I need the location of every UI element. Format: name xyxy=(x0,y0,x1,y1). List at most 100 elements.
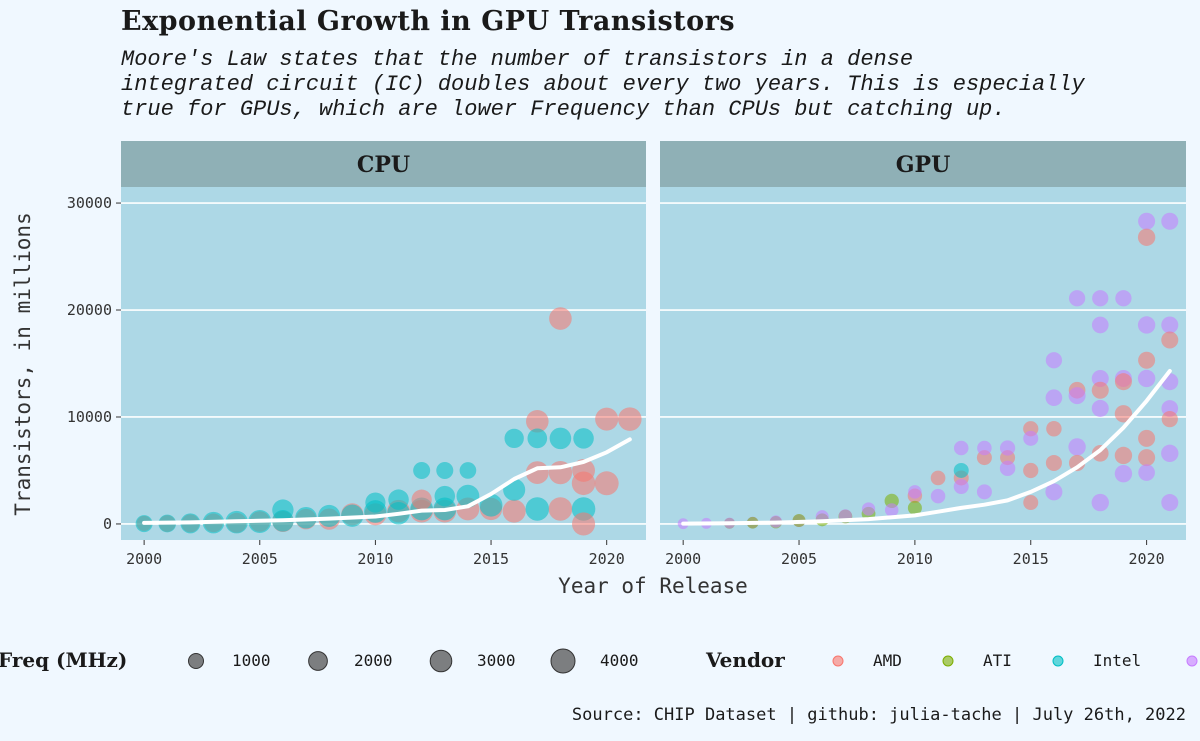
data-point-intel xyxy=(272,499,294,521)
chart-title: Exponential Growth in GPU Transistors xyxy=(121,6,736,37)
y-axis-title: Transistors, in millions xyxy=(11,212,35,515)
data-point-nvidia xyxy=(930,488,946,504)
panel-cpu: CPU 0 10000 20000 30000 2000 2005 2010 2015 2020 xyxy=(67,141,646,568)
data-point-nvidia xyxy=(976,484,992,500)
data-point-amd xyxy=(526,409,549,433)
data-point-amd xyxy=(1091,445,1109,462)
data-point-nvidia xyxy=(908,485,922,499)
x-tick-label: 2000 xyxy=(126,550,162,568)
data-point-nvidia xyxy=(1161,212,1179,230)
data-point-intel xyxy=(436,461,454,479)
x-tick-label: 2015 xyxy=(1013,550,1049,568)
x-tick-label: 2015 xyxy=(473,550,509,568)
size-legend-key-1000 xyxy=(188,653,204,669)
data-point-intel xyxy=(318,504,341,527)
vendor-legend-key-nvidia xyxy=(1186,655,1198,667)
data-point-amd xyxy=(1138,449,1156,467)
x-tick-label: 2000 xyxy=(665,550,701,568)
x-tick-label: 2005 xyxy=(781,550,817,568)
data-point-nvidia xyxy=(1137,316,1156,334)
subtitle-line-1: Moore's Law states that the number of tr… xyxy=(121,47,914,72)
data-point-nvidia xyxy=(861,502,876,516)
data-point-intel xyxy=(388,489,409,510)
data-point-amd xyxy=(1023,462,1039,479)
size-legend-label-1000: 1000 xyxy=(232,651,271,670)
data-point-intel xyxy=(413,461,431,479)
data-point-amd xyxy=(1068,454,1086,472)
data-point-amd xyxy=(1091,381,1109,399)
data-point-nvidia xyxy=(1091,316,1109,334)
data-point-nvidia xyxy=(999,440,1016,456)
data-point-nvidia xyxy=(1068,387,1086,405)
data-point-intel xyxy=(953,462,969,478)
data-point-nvidia xyxy=(1114,464,1133,483)
data-point-amd xyxy=(502,499,526,523)
size-legend-label-2000: 2000 xyxy=(354,651,393,670)
points-layer-gpu xyxy=(677,212,1179,530)
size-legend-key-3000 xyxy=(429,649,453,673)
vendor-legend-label-amd: AMD xyxy=(873,651,902,670)
data-point-nvidia xyxy=(1161,316,1179,334)
data-point-intel xyxy=(573,428,594,449)
size-legend-title: Freq (MHz) xyxy=(0,648,128,672)
data-point-amd xyxy=(595,407,619,431)
trend-line-cpu xyxy=(142,437,632,525)
data-point-nvidia xyxy=(953,479,969,495)
data-point-intel xyxy=(549,427,572,450)
points-layer-cpu xyxy=(135,307,642,536)
data-point-nvidia xyxy=(1138,464,1155,481)
source-caption: Source: CHIP Dataset | github: julia-tac… xyxy=(571,705,1186,725)
data-point-nvidia xyxy=(1138,212,1156,230)
data-point-nvidia xyxy=(1091,493,1109,512)
data-point-amd xyxy=(1114,446,1133,465)
facet-strip-gpu xyxy=(660,141,1186,187)
data-point-amd xyxy=(1046,421,1062,437)
data-point-nvidia xyxy=(977,440,992,456)
data-point-intel xyxy=(525,497,550,521)
data-point-amd xyxy=(1161,331,1179,349)
size-legend-label-3000: 3000 xyxy=(477,651,516,670)
data-point-nvidia xyxy=(1091,399,1109,417)
data-point-intel xyxy=(504,428,524,449)
data-point-intel xyxy=(527,428,548,449)
data-point-nvidia xyxy=(999,460,1016,477)
y-tick-label: 30000 xyxy=(67,194,112,212)
data-point-nvidia xyxy=(1045,483,1063,501)
panel-background-cpu xyxy=(121,187,646,540)
data-point-nvidia xyxy=(1137,369,1156,388)
data-point-intel xyxy=(365,492,386,513)
trend-line-gpu xyxy=(681,369,1172,526)
data-point-intel xyxy=(459,462,477,479)
data-point-amd xyxy=(548,497,573,521)
data-point-intel xyxy=(479,493,503,517)
data-point-nvidia xyxy=(884,503,899,517)
facet-label-cpu: CPU xyxy=(357,152,410,178)
size-legend-label-4000: 4000 xyxy=(600,651,639,670)
vendor-legend-key-intel xyxy=(1052,655,1064,667)
subtitle-line-2: integrated circuit (IC) doubles about ev… xyxy=(121,72,1085,97)
data-point-nvidia xyxy=(1091,369,1109,387)
vendor-legend-key-amd xyxy=(832,655,844,667)
x-tick-label: 2020 xyxy=(1129,550,1165,568)
facet-strip-cpu xyxy=(121,141,646,187)
y-tick-label: 0 xyxy=(103,515,112,533)
data-point-ati xyxy=(907,500,922,515)
x-tick-label: 2005 xyxy=(242,550,278,568)
panel-background-gpu xyxy=(660,187,1186,540)
data-point-amd xyxy=(618,407,642,431)
subtitle-line-3: true for GPUs, which are lower Frequency… xyxy=(121,97,1006,122)
data-point-nvidia xyxy=(1068,438,1086,456)
data-point-amd xyxy=(1138,351,1156,369)
vendor-legend-key-ati xyxy=(942,655,954,667)
data-point-nvidia xyxy=(1045,352,1063,369)
facet-label-gpu: GPU xyxy=(896,152,951,178)
vendor-legend-label-ati: ATI xyxy=(983,651,1012,670)
data-point-amd xyxy=(594,471,619,496)
y-tick-label: 10000 xyxy=(67,408,112,426)
data-point-nvidia xyxy=(1115,290,1132,307)
data-point-amd xyxy=(1138,429,1156,447)
data-point-nvidia xyxy=(1068,290,1086,307)
size-legend-key-2000 xyxy=(308,651,328,671)
data-point-amd xyxy=(930,470,946,486)
